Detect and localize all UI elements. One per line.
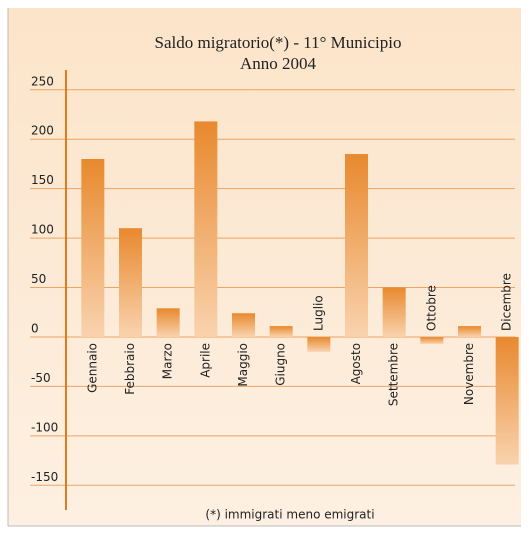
x-tick-label: Dicembre (500, 273, 514, 331)
y-tick-label: 50 (31, 272, 46, 286)
y-tick-label: 100 (31, 223, 54, 237)
bar (458, 326, 481, 337)
bar (269, 326, 293, 337)
footnote: (*) immigrati meno emigrati (205, 508, 374, 522)
y-tick-label: -50 (31, 371, 51, 385)
x-tick-label: Maggio (236, 343, 250, 387)
bar (156, 308, 180, 337)
x-tick-label: Agosto (349, 343, 363, 384)
chart-title: Saldo migratorio(*) - 11° Municipio (155, 33, 402, 52)
y-tick-label: 250 (31, 74, 54, 88)
y-tick-label: -100 (31, 420, 58, 434)
x-tick-label: Febbraio (123, 343, 137, 395)
x-tick-label: Marzo (161, 343, 175, 379)
x-tick-label: Luglio (311, 295, 325, 331)
bar (495, 336, 519, 465)
y-tick-label: 200 (31, 124, 54, 138)
bar (232, 313, 255, 337)
bar (345, 154, 368, 337)
bar (307, 336, 331, 352)
y-tick-label: 150 (31, 173, 54, 187)
x-tick-label: Novembre (462, 343, 476, 405)
bar (81, 158, 105, 337)
x-tick-label: Gennaio (85, 343, 99, 393)
y-tick-label: 0 (31, 321, 39, 335)
x-tick-label: Giugno (274, 343, 288, 386)
bar (119, 228, 142, 337)
x-tick-label: Ottobre (424, 285, 438, 331)
x-tick-label: Settembre (387, 343, 401, 406)
y-tick-label: -150 (31, 470, 58, 484)
bar (382, 287, 406, 337)
bar (194, 121, 218, 337)
bar (420, 336, 444, 344)
chart-subtitle: Anno 2004 (240, 54, 317, 73)
x-tick-label: Aprile (198, 343, 212, 378)
